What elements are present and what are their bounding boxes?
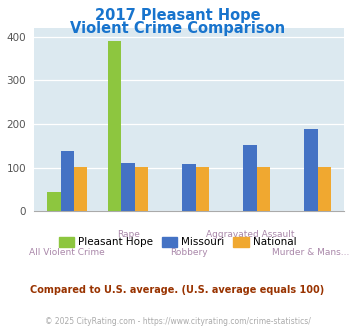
Bar [108,41,121,211]
Bar [304,129,318,211]
Bar [196,167,209,211]
Bar [60,151,74,211]
Bar [121,163,135,211]
Text: Murder & Mans...: Murder & Mans... [272,248,350,257]
Text: Robbery: Robbery [170,248,208,257]
Bar [182,164,196,211]
Legend: Pleasant Hope, Missouri, National: Pleasant Hope, Missouri, National [55,234,300,250]
Bar [135,167,148,211]
Text: © 2025 CityRating.com - https://www.cityrating.com/crime-statistics/: © 2025 CityRating.com - https://www.city… [45,317,310,326]
Text: Aggravated Assault: Aggravated Assault [206,230,294,239]
Bar [74,167,87,211]
Bar [47,192,60,211]
Text: All Violent Crime: All Violent Crime [29,248,105,257]
Bar [243,145,257,211]
Bar [318,167,331,211]
Text: Compared to U.S. average. (U.S. average equals 100): Compared to U.S. average. (U.S. average … [31,285,324,295]
Bar [257,167,270,211]
Text: 2017 Pleasant Hope: 2017 Pleasant Hope [95,8,260,23]
Text: Rape: Rape [117,230,140,239]
Text: Violent Crime Comparison: Violent Crime Comparison [70,21,285,36]
